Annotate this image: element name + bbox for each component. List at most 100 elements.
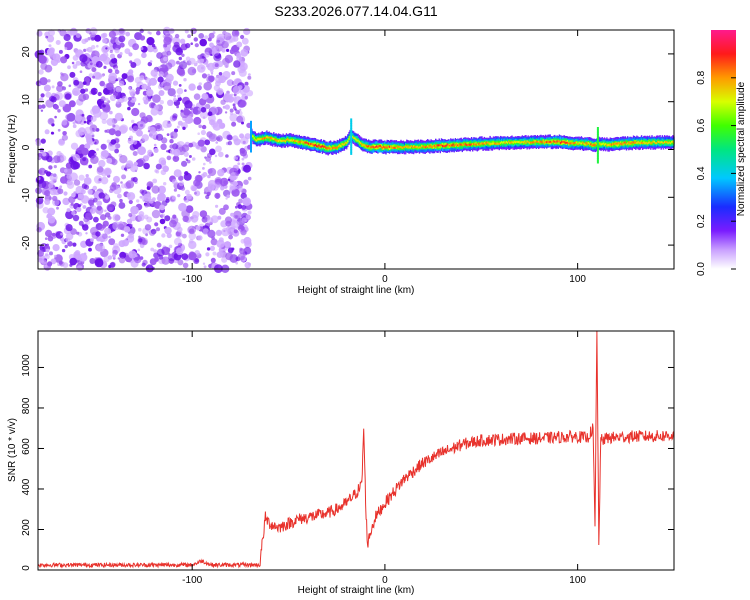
ridge-cell	[398, 145, 400, 148]
noise-speckle	[169, 139, 174, 144]
noise-speckle	[70, 228, 77, 235]
noise-speckle	[151, 231, 156, 235]
noise-speckle	[231, 188, 240, 197]
noise-speckle	[176, 125, 180, 129]
ridge-cell	[650, 142, 652, 145]
noise-speckle	[234, 156, 239, 160]
noise-speckle	[141, 83, 148, 90]
colorbar-tick-label: 0.2	[696, 214, 707, 228]
noise-speckle	[80, 61, 86, 67]
noise-speckle	[207, 229, 216, 238]
ridge-cell	[295, 140, 297, 142]
ridge-cell	[583, 142, 585, 145]
spectrogram-x-axis: -100 0 100	[182, 30, 586, 285]
noise-speckle	[227, 95, 235, 103]
ridge-cell	[410, 145, 413, 148]
ridge-cell	[408, 146, 410, 149]
ridge-cell	[253, 137, 255, 140]
ridge-cell	[415, 146, 417, 148]
noise-speckle	[187, 34, 192, 39]
y-tick-label: 800	[21, 397, 32, 414]
noise-speckle	[36, 30, 43, 37]
noise-speckle	[241, 157, 245, 161]
x-tick-label: -100	[182, 575, 202, 586]
noise-speckle	[127, 96, 132, 101]
noise-speckle	[132, 139, 138, 145]
noise-speckle	[88, 199, 94, 206]
noise-speckle	[45, 35, 49, 39]
ridge-cell	[636, 141, 638, 144]
noise-speckle	[62, 262, 69, 268]
noise-speckle	[243, 27, 251, 36]
ridge-cell	[399, 145, 401, 148]
ridge-cell	[594, 142, 596, 146]
noise-speckle	[128, 199, 133, 205]
noise-speckle	[188, 57, 196, 65]
noise-speckle	[240, 228, 247, 236]
noise-speckle	[164, 226, 172, 235]
noise-speckle	[113, 243, 119, 249]
noise-speckle	[67, 65, 71, 70]
ridge-cell	[325, 146, 327, 149]
ridge-cell	[291, 137, 293, 142]
ridge-spike	[596, 129, 599, 133]
noise-speckle	[203, 81, 212, 91]
noise-speckle	[232, 176, 237, 181]
ridge-cell	[566, 141, 569, 144]
noise-speckle	[118, 80, 125, 87]
ridge-cell	[445, 144, 447, 147]
noise-speckle	[178, 202, 187, 212]
y-tick: 600	[21, 438, 674, 455]
colorbar: 0.0 0.2 0.4 0.6 0.8 Normalized spectral ampl…	[696, 30, 747, 276]
ridge-cell	[473, 143, 475, 146]
noise-speckle	[149, 60, 153, 63]
noise-speckle	[244, 261, 251, 269]
ridge-cell	[298, 140, 300, 143]
ridge-cell	[617, 141, 620, 144]
noise-speckle	[85, 232, 88, 235]
y-tick-label: 1000	[21, 354, 32, 377]
noise-speckle	[90, 37, 95, 41]
ridge-cell	[561, 140, 563, 145]
ridge-cell	[476, 143, 478, 146]
noise-speckle	[60, 176, 68, 184]
ridge-cell	[381, 146, 384, 149]
noise-speckle	[132, 176, 138, 183]
noise-speckle	[132, 125, 139, 132]
noise-speckle	[171, 178, 178, 185]
noise-speckle	[208, 93, 213, 99]
ridge-cell	[282, 137, 284, 142]
noise-speckle	[46, 48, 55, 56]
ridge-cell	[386, 146, 388, 149]
ridge-cell	[525, 141, 527, 144]
ridge-cell	[487, 142, 489, 146]
noise-speckle	[157, 76, 164, 83]
ridge-cell	[618, 142, 621, 147]
y-tick-label: -10	[21, 188, 32, 203]
ridge-cell	[269, 137, 272, 142]
noise-speckle	[177, 226, 183, 233]
noise-speckle	[109, 184, 117, 191]
colorbar-gradient	[711, 30, 736, 269]
noise-speckle	[185, 158, 189, 161]
noise-speckle	[70, 202, 74, 206]
ridge-cell	[370, 146, 372, 149]
ridge-cell	[357, 139, 359, 142]
ridge-spike	[596, 143, 599, 147]
noise-speckle	[40, 138, 46, 144]
noise-speckle	[47, 261, 53, 267]
noise-speckle	[239, 100, 247, 107]
noise-speckle	[116, 100, 120, 105]
noise-speckle	[167, 99, 174, 107]
ridge-cell	[335, 147, 337, 149]
noise-speckle	[112, 256, 116, 260]
noise-speckle	[182, 215, 189, 222]
ridge-cell	[273, 138, 275, 140]
ridge-cell	[522, 141, 525, 144]
noise-speckle	[217, 60, 224, 68]
noise-speckle	[162, 120, 171, 129]
noise-speckle	[82, 205, 87, 209]
snr-y-axis: 0 200 400 600 800 1000	[21, 354, 674, 571]
noise-speckle	[183, 151, 189, 157]
